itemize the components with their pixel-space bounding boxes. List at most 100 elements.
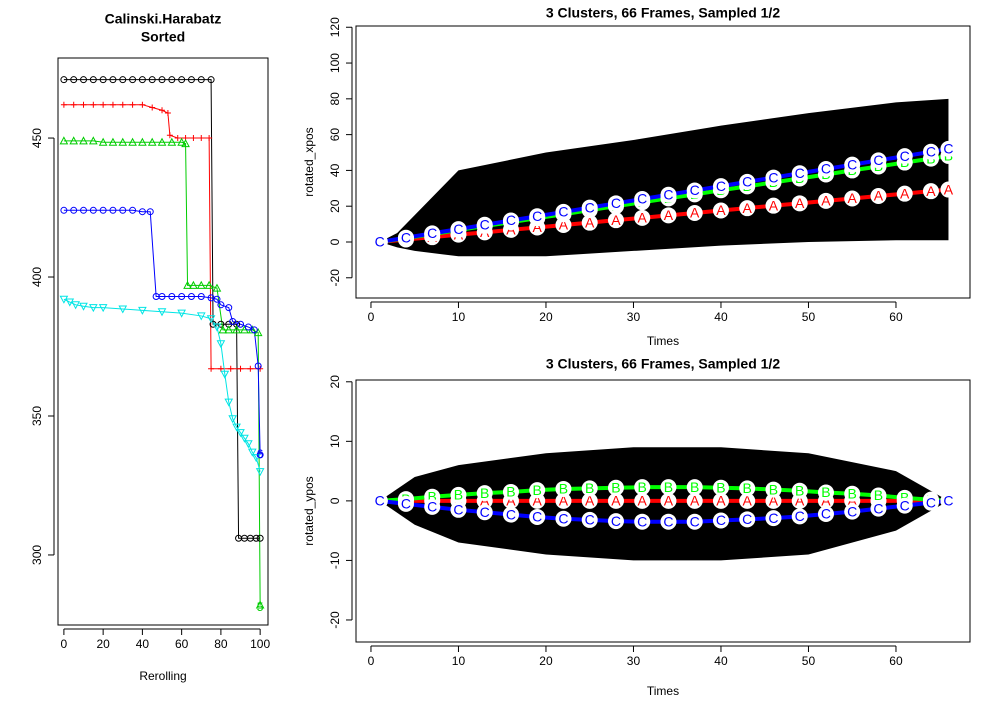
marker-bg <box>660 492 677 509</box>
marker-bg <box>686 479 703 496</box>
marker-bg <box>791 195 808 212</box>
cluster-marker: C <box>450 501 467 518</box>
marker-bg <box>660 186 677 203</box>
marker-bg <box>817 160 834 177</box>
x-tick-label: 60 <box>175 637 189 651</box>
point <box>204 280 214 289</box>
point <box>229 317 237 325</box>
marker-letter: A <box>926 183 936 199</box>
point <box>158 292 166 300</box>
x-tick-label: 100 <box>250 637 270 651</box>
point <box>119 206 127 214</box>
marker-bg <box>371 492 388 509</box>
marker-letter: C <box>585 199 595 215</box>
cluster-marker: B <box>844 485 861 502</box>
marker-letter: C <box>926 144 936 160</box>
point <box>220 370 230 379</box>
cluster-marker: B <box>686 479 703 496</box>
x-tick-label: 50 <box>802 654 816 668</box>
marker-bg <box>634 492 651 509</box>
marker-letter: A <box>611 212 621 228</box>
point <box>90 101 97 108</box>
marker-bg <box>476 504 493 521</box>
point <box>70 206 78 214</box>
marker-bg <box>940 181 957 198</box>
marker-letter: C <box>742 174 752 190</box>
point <box>157 308 167 317</box>
marker-bg <box>502 506 519 523</box>
point <box>60 76 68 84</box>
point <box>237 320 245 328</box>
marker-bg <box>940 140 957 157</box>
point <box>177 137 186 146</box>
marker-letter: C <box>690 182 700 198</box>
point <box>158 76 166 84</box>
marker-letter: A <box>821 493 831 509</box>
cluster-marker: C <box>739 174 756 190</box>
cluster-marker: B <box>476 485 493 502</box>
point <box>119 76 127 84</box>
marker-letter: B <box>611 479 620 495</box>
point <box>99 206 107 214</box>
marker-letter: A <box>690 493 700 509</box>
y-tick-label: 60 <box>328 128 342 142</box>
marker-letter: B <box>664 479 673 495</box>
point <box>108 137 118 146</box>
cluster-marker: C <box>940 140 957 157</box>
chart-title: 3 Clusters, 66 Frames, Sampled 1/2 <box>546 5 780 21</box>
x-tick-label: 80 <box>214 637 228 651</box>
cluster-marker: C <box>581 199 598 216</box>
y-axis-label: rotated_ypos <box>302 476 316 545</box>
marker-letter: A <box>559 493 569 509</box>
marker-letter: B <box>900 490 909 506</box>
point <box>166 132 173 139</box>
point <box>190 135 197 142</box>
point <box>240 434 249 443</box>
marker-letter: C <box>900 148 910 164</box>
cluster-marker: C <box>397 496 414 512</box>
marker-bg <box>450 486 467 503</box>
point <box>227 365 234 372</box>
cluster-marker: B <box>660 479 677 496</box>
point <box>217 301 225 309</box>
marker-letter: B <box>743 480 752 496</box>
point <box>213 295 221 303</box>
cluster-marker: C <box>870 152 887 169</box>
cluster-marker: A <box>581 214 598 231</box>
point <box>89 206 97 214</box>
cluster-marker: A <box>896 185 913 202</box>
marker-letter: C <box>585 512 595 528</box>
marker-letter: B <box>559 481 568 497</box>
marker-bg <box>765 492 782 509</box>
marker-bg <box>870 188 887 204</box>
chart-subtitle: Sorted <box>141 29 185 45</box>
marker-letter: B <box>821 484 830 500</box>
point <box>256 534 264 542</box>
point <box>79 302 88 311</box>
marker-letter: B <box>638 479 647 495</box>
point <box>251 454 261 463</box>
marker-letter: B <box>585 480 594 496</box>
marker-letter: C <box>480 217 490 233</box>
cluster-marker: C <box>634 191 651 208</box>
marker-letter: B <box>769 481 778 497</box>
marker-bg <box>450 501 467 518</box>
cluster-marker: A <box>686 205 703 221</box>
marker-bg <box>555 510 572 527</box>
point <box>79 136 88 145</box>
x-tick-label: 40 <box>714 310 728 324</box>
point <box>252 534 260 542</box>
marker-bg <box>712 202 729 219</box>
point <box>198 135 205 142</box>
point <box>206 135 213 142</box>
cluster-marker: C <box>529 509 546 525</box>
marker-bg <box>739 492 756 509</box>
point <box>224 325 234 334</box>
point <box>88 136 98 145</box>
marker-letter: C <box>401 496 411 512</box>
x-tick-label: 10 <box>452 654 466 668</box>
cluster-marker: A <box>765 492 782 509</box>
marker-bg <box>634 191 651 208</box>
cluster-marker: A <box>870 188 887 204</box>
cluster-marker: A <box>940 181 957 198</box>
